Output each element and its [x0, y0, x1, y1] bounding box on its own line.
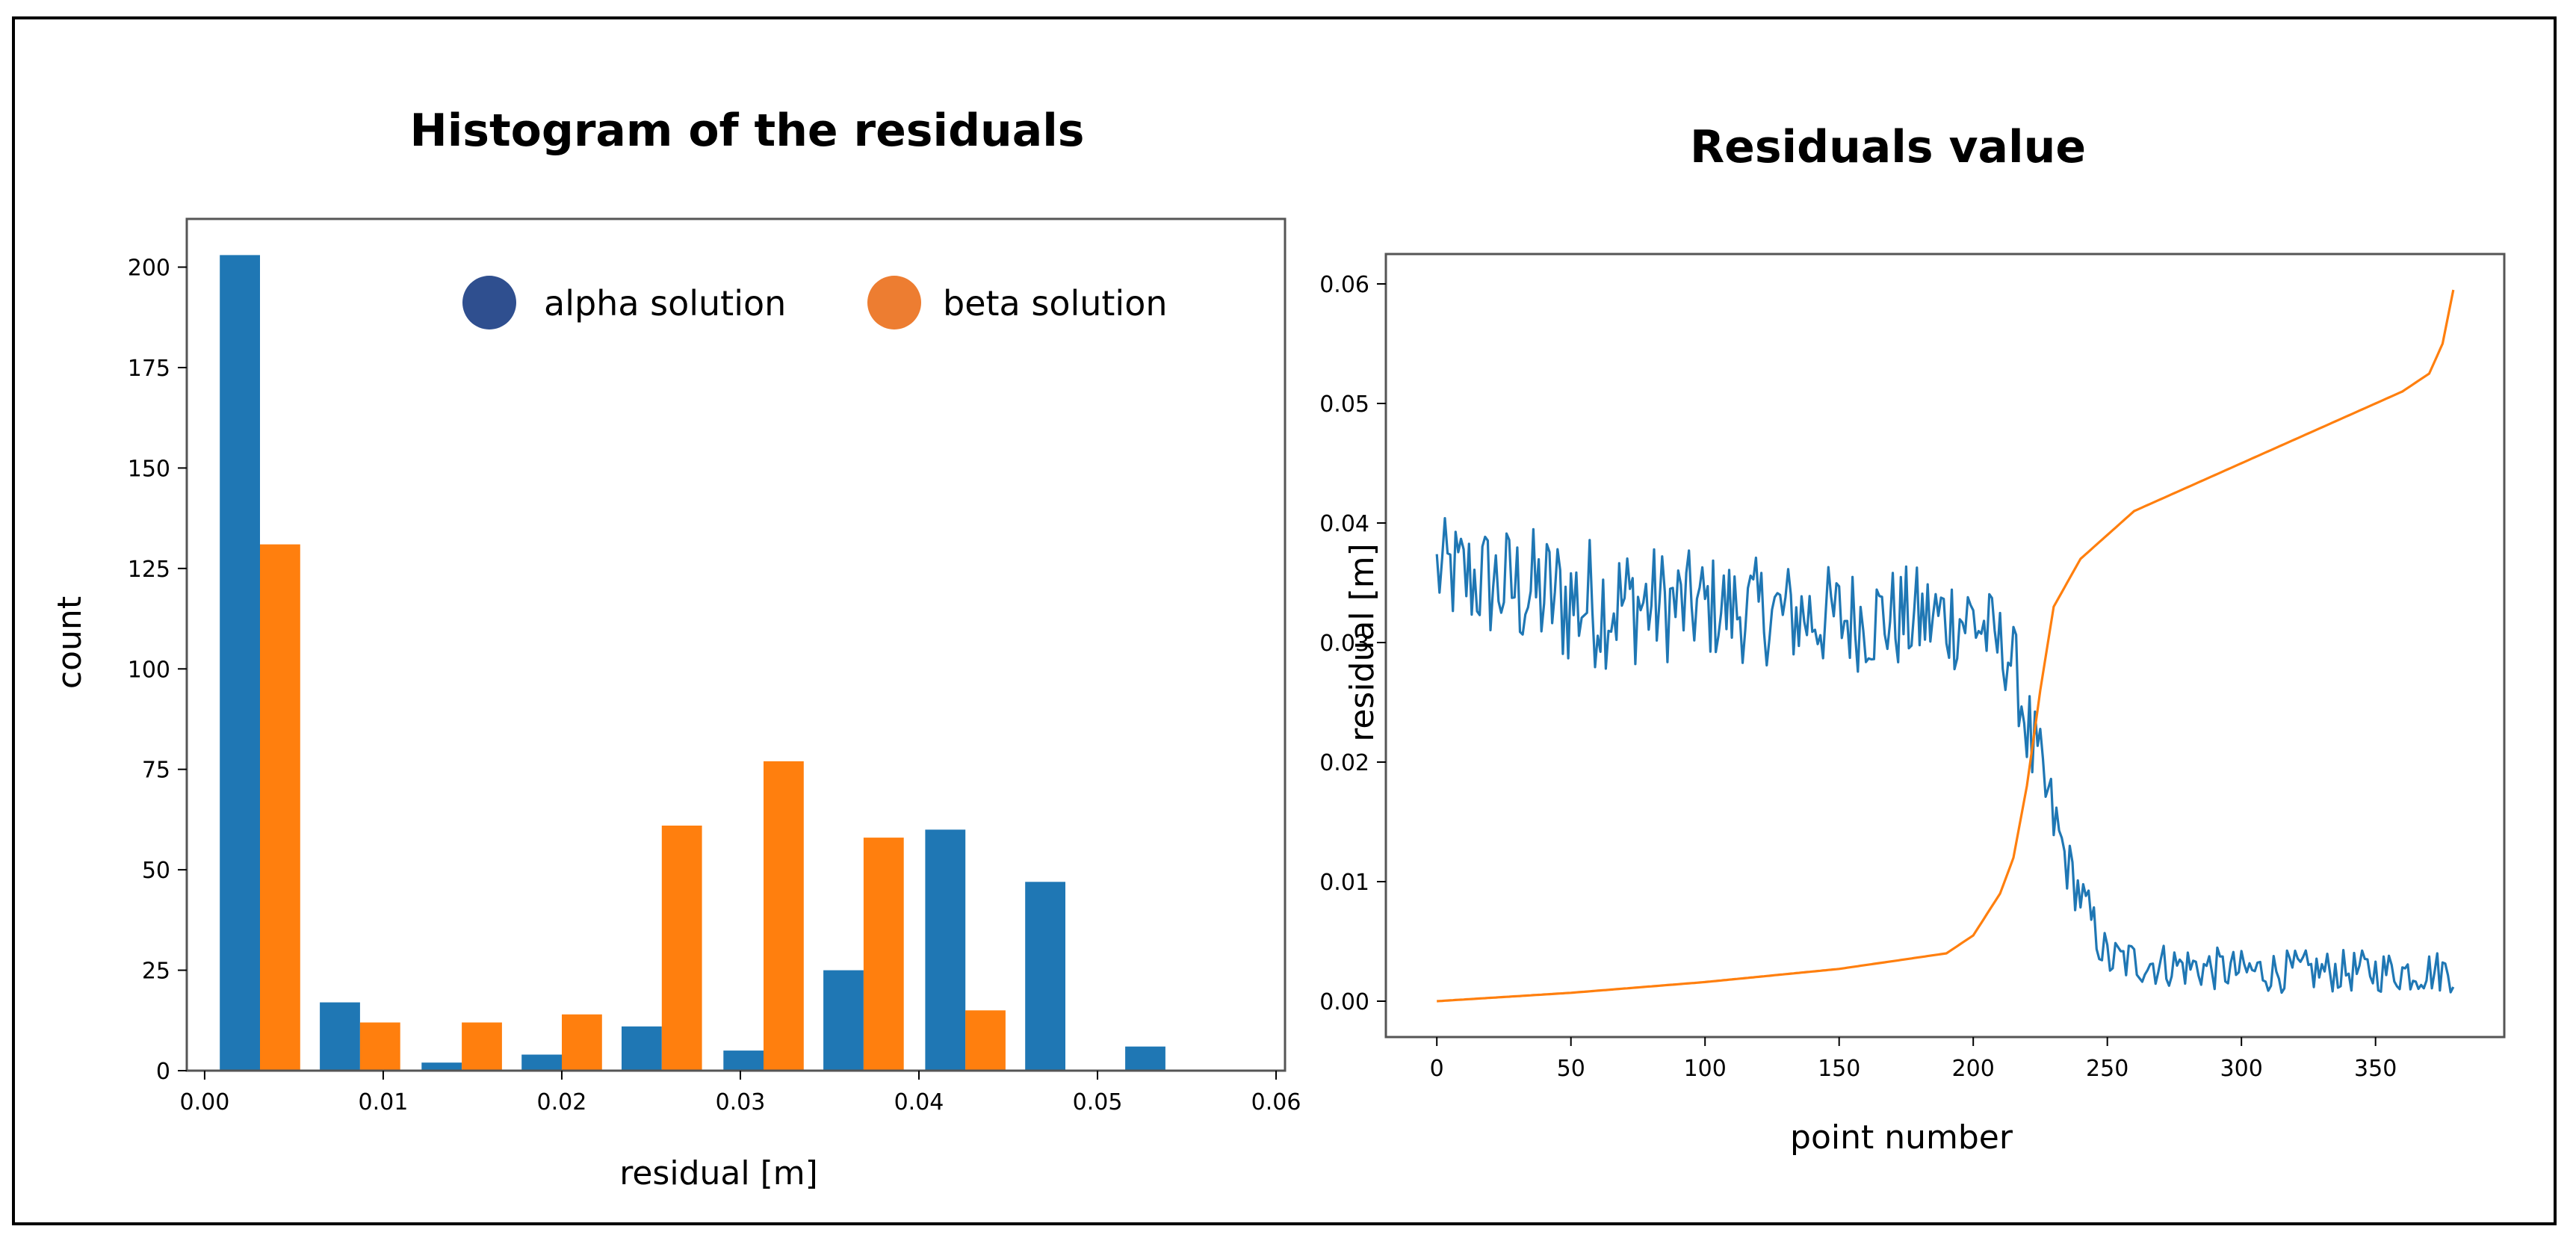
- x-tick-label: 0.03: [716, 1089, 766, 1115]
- alpha-bar: [421, 1062, 462, 1071]
- y-tick-label: 0.02: [1319, 750, 1369, 776]
- histogram-plot-frame: [185, 217, 1287, 1072]
- beta-bar: [359, 1022, 400, 1071]
- histogram-bars: [220, 255, 1165, 1071]
- beta-bar: [965, 1010, 1006, 1071]
- x-tick-label: 0.02: [537, 1089, 587, 1115]
- line-chart-title: Residuals value: [1690, 121, 2086, 173]
- y-tick-label: 125: [128, 557, 170, 583]
- alpha-bar: [925, 829, 966, 1071]
- y-tick-label: 0: [156, 1059, 170, 1085]
- beta-bar: [462, 1022, 502, 1071]
- histogram-xlabel: residual [m]: [619, 1154, 818, 1192]
- y-tick-label: 200: [128, 256, 170, 282]
- alpha-bar: [1125, 1046, 1165, 1071]
- y-tick-label: 0.04: [1319, 511, 1369, 537]
- y-tick-label: 100: [128, 657, 170, 683]
- histogram-title: Histogram of the residuals: [409, 105, 1084, 157]
- alpha-bar: [320, 1002, 360, 1071]
- alpha-series-line: [1435, 517, 2455, 994]
- y-tick-label: 25: [142, 959, 170, 985]
- legend-alpha-marker: [462, 276, 516, 329]
- beta-bar: [260, 544, 300, 1071]
- y-tick-label: 0.05: [1319, 392, 1369, 418]
- legend-beta-label: beta solution: [943, 283, 1168, 324]
- y-tick-label: 0.03: [1319, 631, 1369, 657]
- beta-bar: [562, 1014, 602, 1071]
- x-tick-label: 0.05: [1073, 1089, 1123, 1115]
- line-ticks: 0 50 100 150 200 250 300 350 0.00 0.01 0.02 0.03 0.0…: [1319, 272, 2397, 1082]
- x-tick-label: 0.00: [180, 1089, 230, 1115]
- beta-series-line: [1437, 289, 2455, 1003]
- y-tick-label: 0.01: [1319, 870, 1369, 896]
- histogram-chart: Histogram of the residuals 0.00 0.01 0.02 0…: [51, 105, 1301, 1192]
- line-xlabel: point number: [1790, 1118, 2013, 1157]
- beta-bar: [764, 761, 804, 1071]
- histogram-ylabel: count: [51, 596, 89, 689]
- legend-alpha-label: alpha solution: [544, 283, 786, 324]
- y-tick-label: 50: [142, 858, 170, 884]
- x-tick-label: 200: [1952, 1056, 1995, 1082]
- alpha-bar: [521, 1054, 562, 1071]
- beta-bar: [661, 826, 702, 1071]
- x-tick-label: 350: [2354, 1056, 2397, 1082]
- line-plot-frame: [1384, 253, 2506, 1039]
- legend-beta-marker: [867, 276, 921, 329]
- alpha-bar: [1025, 882, 1065, 1071]
- x-tick-label: 0: [1430, 1056, 1444, 1082]
- alpha-bar: [622, 1026, 662, 1071]
- x-tick-label: 150: [1818, 1056, 1860, 1082]
- x-tick-label: 0.06: [1251, 1089, 1301, 1115]
- alpha-bar: [823, 970, 864, 1071]
- x-tick-label: 50: [1557, 1056, 1585, 1082]
- y-tick-label: 0.06: [1319, 272, 1369, 298]
- y-tick-label: 75: [142, 758, 170, 784]
- y-tick-label: 0.00: [1319, 989, 1369, 1015]
- histogram-legend: alpha solution beta solution: [462, 276, 1168, 329]
- residuals-line-chart: Residuals value 0 50 100 150 200 250 300 350 0.0…: [1319, 121, 2506, 1157]
- x-tick-label: 250: [2086, 1056, 2128, 1082]
- alpha-bar: [723, 1050, 764, 1071]
- beta-bar: [863, 838, 904, 1071]
- alpha-bar: [220, 255, 260, 1071]
- y-tick-label: 175: [128, 356, 170, 382]
- x-tick-label: 0.04: [894, 1089, 944, 1115]
- y-tick-label: 150: [128, 456, 170, 482]
- line-series-group: [1435, 289, 2455, 1003]
- x-tick-label: 0.01: [359, 1089, 409, 1115]
- histogram-ticks: 0.00 0.01 0.02 0.03 0.04 0.05 0.06 0 25 50 75 100 12…: [128, 256, 1301, 1115]
- x-tick-label: 100: [1684, 1056, 1727, 1082]
- x-tick-label: 300: [2220, 1056, 2263, 1082]
- line-ylabel: residual [m]: [1343, 543, 1381, 742]
